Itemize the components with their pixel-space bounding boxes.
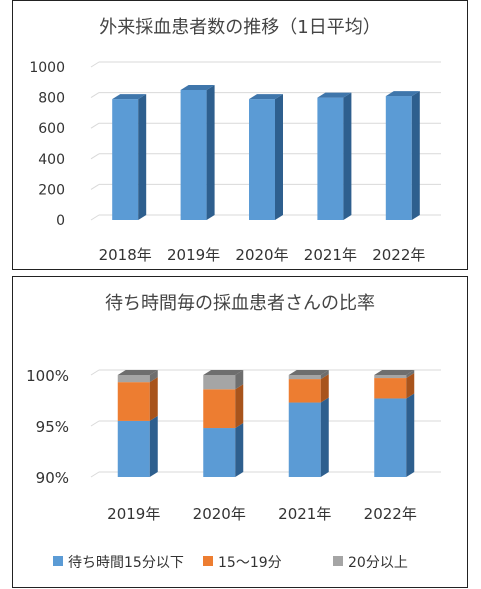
bar-segment-front [117, 382, 150, 421]
bar-top [180, 84, 215, 90]
legend-label: 15〜19分 [218, 555, 282, 571]
bar-top [317, 92, 352, 98]
bar-segment-front [374, 398, 407, 477]
bar-segment-side [235, 384, 244, 429]
bar-segment-front [288, 379, 321, 403]
legend-label: 待ち時間15分以下 [68, 555, 184, 571]
bar-top [249, 94, 283, 100]
bar-top [374, 370, 415, 375]
y-tick-label: 0 [56, 213, 65, 229]
x-tick-label: 2018年 [99, 246, 152, 264]
bar-front [317, 97, 344, 220]
bar-segment-front [117, 420, 150, 477]
bar-segment-front [374, 378, 407, 399]
chart-panel-wait-ratio: 待ち時間毎の採血患者さんの比率 90% 95% 100% 2019年 2020年 2021… [12, 276, 468, 588]
bar-segment-side [406, 373, 415, 399]
x-tick-label: 2021年 [304, 246, 357, 264]
gridline-depth [90, 214, 100, 221]
bar-segment-side [235, 370, 244, 390]
bar-segment-front [203, 428, 236, 477]
bar-front [385, 96, 412, 220]
x-tick-label: 2022年 [364, 505, 417, 523]
bar-side [138, 94, 147, 220]
gridline-depth [90, 61, 100, 68]
y-tick-label: 800 [38, 91, 65, 107]
bar-chart-patient-count: 0 200 400 600 800 1000 2018年 2019年 2020年 2021年 202… [29, 60, 441, 264]
bar-segment-side [149, 377, 158, 421]
y-tick-label: 90% [36, 469, 69, 487]
bar-segment-side [320, 374, 329, 403]
bar-segment-side [320, 370, 329, 380]
gridline-depth [90, 92, 100, 99]
bar-front [112, 99, 139, 220]
bar-side [343, 92, 352, 220]
gridline-depth [90, 183, 100, 190]
gridline-depth [90, 369, 100, 376]
bar-side [206, 84, 215, 220]
bar-segment-front [203, 375, 236, 390]
x-tick-label: 2019年 [107, 505, 160, 523]
bar-segment-side [235, 423, 244, 477]
bar-top [385, 91, 420, 97]
y-tick-label: 100% [26, 367, 69, 385]
gridline-depth [90, 122, 100, 129]
legend-label: 20分以上 [348, 555, 408, 571]
y-tick-label: 400 [38, 152, 65, 168]
bar-segment-front [288, 375, 321, 380]
chart-title: 外来採血患者数の推移（1日平均） [99, 17, 381, 38]
legend-swatch [53, 556, 63, 566]
bar-segment-side [406, 393, 415, 477]
legend-swatch [333, 556, 343, 566]
y-tick-label: 1000 [29, 60, 65, 76]
bar-top [112, 94, 147, 100]
chart-panel-patient-count: 外来採血患者数の推移（1日平均） 0 200 400 600 800 1000 2018年 2… [12, 0, 468, 270]
gridline-depth [90, 420, 100, 427]
bar-segment-front [117, 375, 150, 383]
gridline-depth [90, 153, 100, 160]
y-tick-label: 200 [38, 182, 65, 198]
bar-segment-side [149, 370, 158, 383]
x-tick-label: 2020年 [235, 246, 288, 264]
bar-segment-front [203, 389, 236, 429]
bar-segment-front [288, 402, 321, 477]
x-tick-label: 2019年 [167, 246, 220, 264]
bar-segment-side [406, 370, 415, 379]
x-tick-label: 2021年 [278, 505, 331, 523]
x-tick-label: 2022年 [372, 246, 425, 264]
bar-top [117, 370, 158, 375]
bar-segment-side [320, 397, 329, 477]
bar-segment-side [149, 415, 158, 477]
x-tick-label: 2020年 [193, 505, 246, 523]
bar-segment-front [374, 375, 407, 379]
bar-top [203, 370, 244, 375]
legend-swatch [203, 556, 213, 566]
y-tick-label: 600 [38, 121, 65, 137]
y-tick-label: 95% [36, 418, 69, 436]
bar-side [411, 91, 420, 220]
bar-top [288, 370, 329, 375]
bar-front [249, 99, 275, 220]
bar-front [180, 89, 207, 220]
chart-title: 待ち時間毎の採血患者さんの比率 [105, 293, 375, 314]
gridline-depth [90, 471, 100, 478]
bar-side [275, 94, 283, 220]
